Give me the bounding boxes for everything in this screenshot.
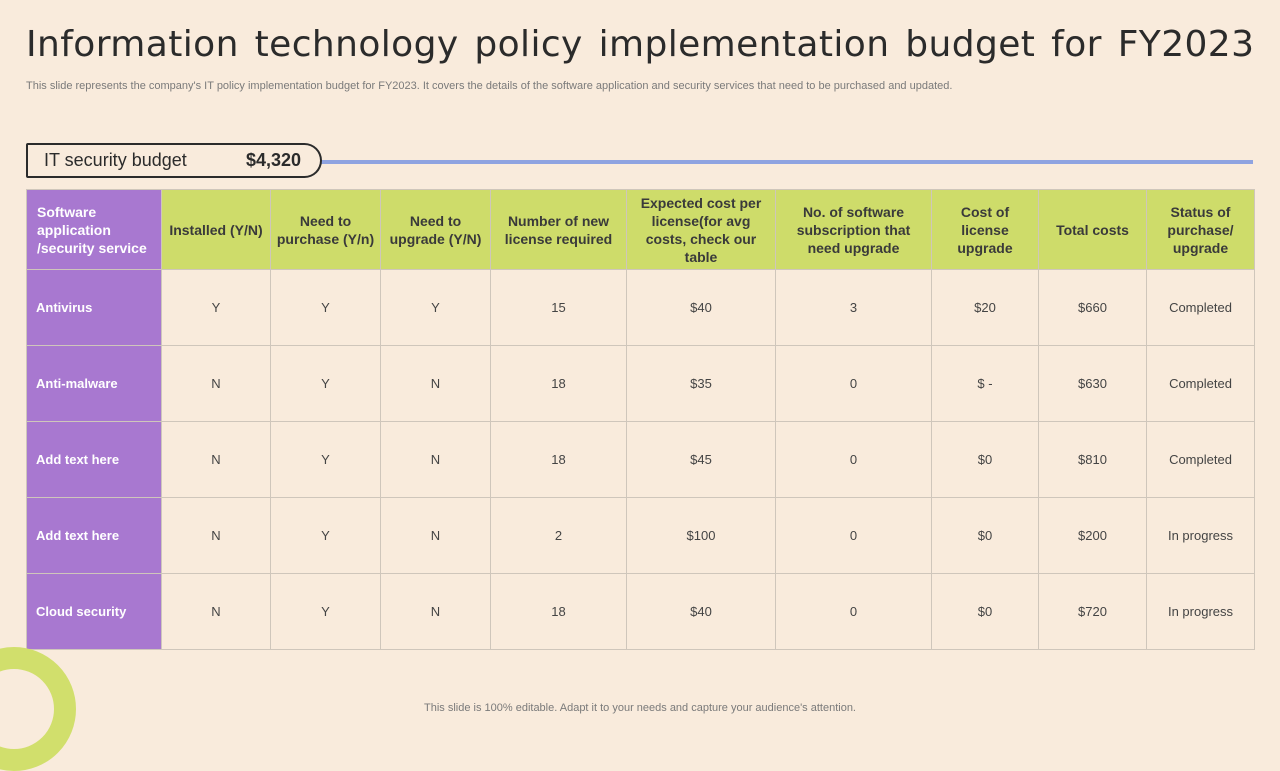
header-installed: Installed (Y/N): [161, 189, 271, 270]
cell-subscriptions-upgrade: 0: [775, 497, 932, 574]
cell-new-licenses: 18: [490, 421, 627, 498]
cell-need-purchase: Y: [270, 269, 381, 346]
cell-license-upgrade-cost: $0: [931, 421, 1039, 498]
cell-subscriptions-upgrade: 0: [775, 421, 932, 498]
cell-expected-cost: $40: [626, 269, 776, 346]
cell-need-purchase: Y: [270, 497, 381, 574]
header-subscriptions-upgrade: No. of software subscription that need u…: [775, 189, 932, 270]
budget-divider-line: [312, 160, 1253, 164]
header-need-to-purchase: Need to purchase (Y/n): [270, 189, 381, 270]
cell-service-name: Antivirus: [26, 269, 162, 346]
cell-status: In progress: [1146, 497, 1255, 574]
cell-need-purchase: Y: [270, 573, 381, 650]
cell-installed: Y: [161, 269, 271, 346]
budget-value: $4,320: [246, 150, 302, 170]
budget-summary-box: IT security budget $4,320: [26, 143, 322, 178]
cell-total-cost: $200: [1038, 497, 1147, 574]
cell-subscriptions-upgrade: 0: [775, 345, 932, 422]
table-row: Add text here N Y N 2 $100 0 $0 $200 In …: [26, 497, 1255, 574]
cell-installed: N: [161, 497, 271, 574]
header-software-application: Software application /security service: [26, 189, 162, 270]
cell-service-name: Add text here: [26, 497, 162, 574]
cell-subscriptions-upgrade: 0: [775, 573, 932, 650]
page-subtitle: This slide represents the company's IT p…: [26, 80, 953, 92]
budget-table: Software application /security service I…: [26, 189, 1255, 650]
cell-status: Completed: [1146, 345, 1255, 422]
cell-service-name: Anti-malware: [26, 345, 162, 422]
header-total-costs: Total costs: [1038, 189, 1147, 270]
table-row: Antivirus Y Y Y 15 $40 3 $20 $660 Comple…: [26, 269, 1255, 346]
cell-new-licenses: 18: [490, 573, 627, 650]
cell-new-licenses: 2: [490, 497, 627, 574]
cell-expected-cost: $100: [626, 497, 776, 574]
cell-subscriptions-upgrade: 3: [775, 269, 932, 346]
cell-installed: N: [161, 421, 271, 498]
cell-license-upgrade-cost: $0: [931, 573, 1039, 650]
cell-status: Completed: [1146, 269, 1255, 346]
cell-total-cost: $810: [1038, 421, 1147, 498]
cell-service-name: Add text here: [26, 421, 162, 498]
cell-need-purchase: Y: [270, 345, 381, 422]
cell-need-upgrade: N: [380, 345, 491, 422]
cell-license-upgrade-cost: $0: [931, 497, 1039, 574]
cell-total-cost: $630: [1038, 345, 1147, 422]
footer-note: This slide is 100% editable. Adapt it to…: [424, 702, 856, 714]
cell-license-upgrade-cost: $20: [931, 269, 1039, 346]
cell-need-upgrade: Y: [380, 269, 491, 346]
cell-need-purchase: Y: [270, 421, 381, 498]
cell-service-name: Cloud security: [26, 573, 162, 650]
budget-label: IT security budget: [44, 150, 187, 170]
cell-need-upgrade: N: [380, 573, 491, 650]
cell-expected-cost: $40: [626, 573, 776, 650]
table-row: Anti-malware N Y N 18 $35 0 $ - $630 Com…: [26, 345, 1255, 422]
cell-status: In progress: [1146, 573, 1255, 650]
table-row: Cloud security N Y N 18 $40 0 $0 $720 In…: [26, 573, 1255, 650]
page-title: Information technology policy implementa…: [26, 24, 1255, 65]
header-expected-cost: Expected cost per license(for avg costs,…: [626, 189, 776, 270]
cell-new-licenses: 18: [490, 345, 627, 422]
cell-need-upgrade: N: [380, 421, 491, 498]
cell-total-cost: $660: [1038, 269, 1147, 346]
cell-need-upgrade: N: [380, 497, 491, 574]
header-new-license-count: Number of new license required: [490, 189, 627, 270]
cell-status: Completed: [1146, 421, 1255, 498]
header-status: Status of purchase/ upgrade: [1146, 189, 1255, 270]
table-row: Add text here N Y N 18 $45 0 $0 $810 Com…: [26, 421, 1255, 498]
cell-installed: N: [161, 573, 271, 650]
table-header-row: Software application /security service I…: [26, 189, 1255, 270]
header-need-to-upgrade: Need to upgrade (Y/N): [380, 189, 491, 270]
cell-expected-cost: $45: [626, 421, 776, 498]
header-license-upgrade-cost: Cost of license upgrade: [931, 189, 1039, 270]
cell-expected-cost: $35: [626, 345, 776, 422]
cell-installed: N: [161, 345, 271, 422]
cell-new-licenses: 15: [490, 269, 627, 346]
cell-total-cost: $720: [1038, 573, 1147, 650]
cell-license-upgrade-cost: $ -: [931, 345, 1039, 422]
